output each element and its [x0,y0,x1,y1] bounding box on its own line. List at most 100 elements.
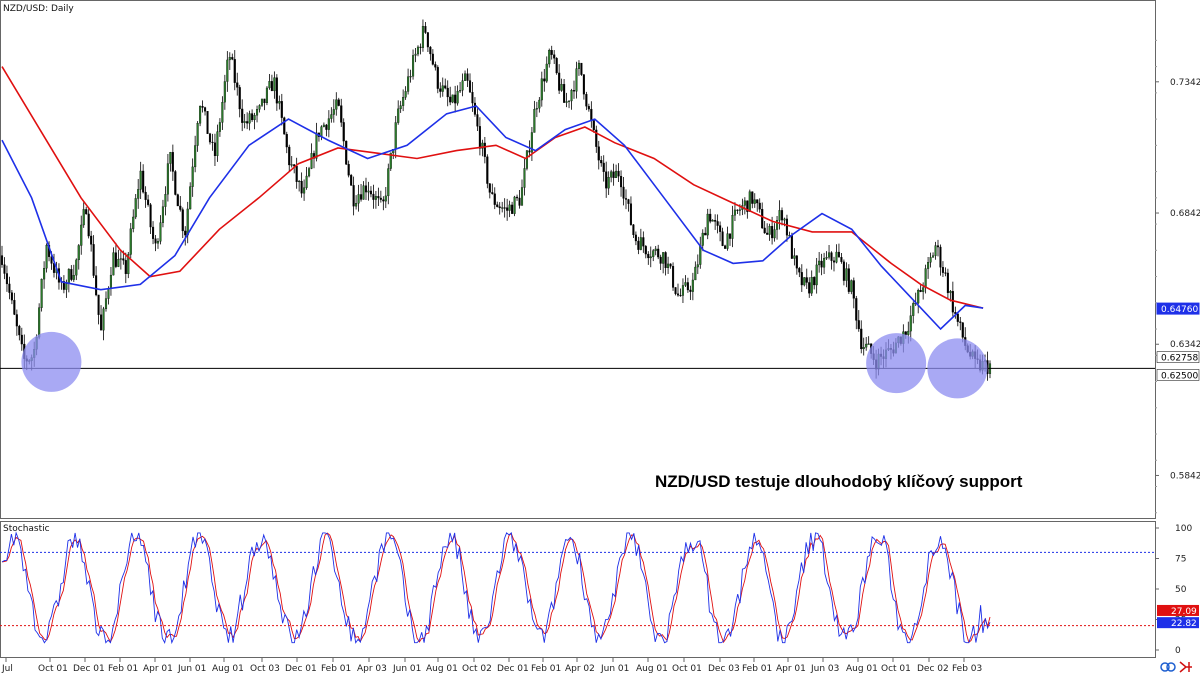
x-tick-label: Oct 01 [38,664,68,674]
candle-body [431,53,434,65]
candle-body [624,198,628,200]
candle [716,214,719,234]
candle-body [181,209,184,232]
candle [372,184,375,209]
candle [426,31,429,53]
scroll-right-icon[interactable] [1179,661,1192,673]
candle [726,226,729,251]
candle-body [246,121,249,124]
candle [176,193,179,207]
candle [377,187,380,206]
candle [714,214,717,230]
candle-body [379,197,382,200]
candle [248,110,251,131]
candle [211,133,214,151]
candle-body [696,264,699,268]
candle-body [15,314,18,327]
candle-body [156,241,160,244]
candle-body [107,288,110,299]
candle [478,117,481,156]
candle [780,207,784,226]
candle [350,173,353,186]
stochastic-value-box [1157,604,1199,616]
candle [20,327,23,351]
candle-body [345,140,348,165]
price-pane[interactable] [0,19,1155,399]
candle-body [867,343,870,345]
link-icon[interactable] [1160,662,1176,672]
candle-body [8,283,11,293]
candle [667,256,670,274]
candle [263,98,266,111]
candle [298,179,301,192]
candle [644,244,647,259]
chart-annotation: NZD/USD testuje dlouhodobý klíčový suppo… [655,472,1023,491]
candle [518,190,521,209]
candle [686,277,689,293]
candle-body [961,322,964,338]
candle-body [691,279,694,292]
price-label: 0.62758 [1161,354,1198,364]
candle-body [364,185,368,193]
candle [468,73,472,93]
candle-body [194,145,197,168]
candle [810,270,813,296]
candle-body [456,90,459,104]
candle-body [382,199,385,202]
candle-body [248,113,251,124]
candle-body [196,123,199,146]
candle [832,256,836,272]
candle-body [315,132,318,159]
candle [850,279,853,295]
candle-body [367,190,370,193]
candle [652,249,655,262]
candle-body [778,210,781,221]
candle-body [18,325,21,336]
stochastic-pane[interactable] [0,531,1155,645]
candle [733,202,737,222]
candle-body [751,191,754,204]
x-tick-label: Oct 02 [462,664,492,674]
candle [454,85,457,113]
candle [543,68,546,92]
candle [709,208,712,224]
candle [483,136,486,164]
candle-body [476,114,479,127]
candle-body [825,257,828,259]
candle-body [528,150,531,153]
candle [149,202,152,234]
candle-body [377,196,380,199]
candle-body [671,266,675,288]
candle [790,232,793,260]
candle-body [473,102,477,115]
candle [624,189,628,210]
candle [171,144,174,181]
candle-body [558,72,561,91]
candle-body [166,163,169,195]
candle [567,100,571,109]
candle-body [434,64,437,68]
candle-body [580,62,583,75]
candle-body [530,132,533,153]
candle [8,276,11,300]
support-touch-circle [927,338,988,399]
candle [563,78,566,103]
candle-body [508,204,511,211]
candle-body [743,200,746,206]
candle-body [815,264,818,286]
candle-body [654,248,657,251]
candle-body [714,220,717,222]
axes: 0.73421 0.68421 0.63421 0.58421 0.64760 0.627… [1,39,1200,674]
candle-body [483,142,486,157]
candle-body [426,32,429,48]
candle [553,50,556,65]
candle-body [761,209,764,229]
candle [13,292,16,316]
candle-body [335,99,338,110]
candle-body [174,171,177,195]
candle-body [270,81,273,92]
candle [367,181,370,201]
candle-body [213,142,217,157]
support-touch-circle [866,333,927,394]
